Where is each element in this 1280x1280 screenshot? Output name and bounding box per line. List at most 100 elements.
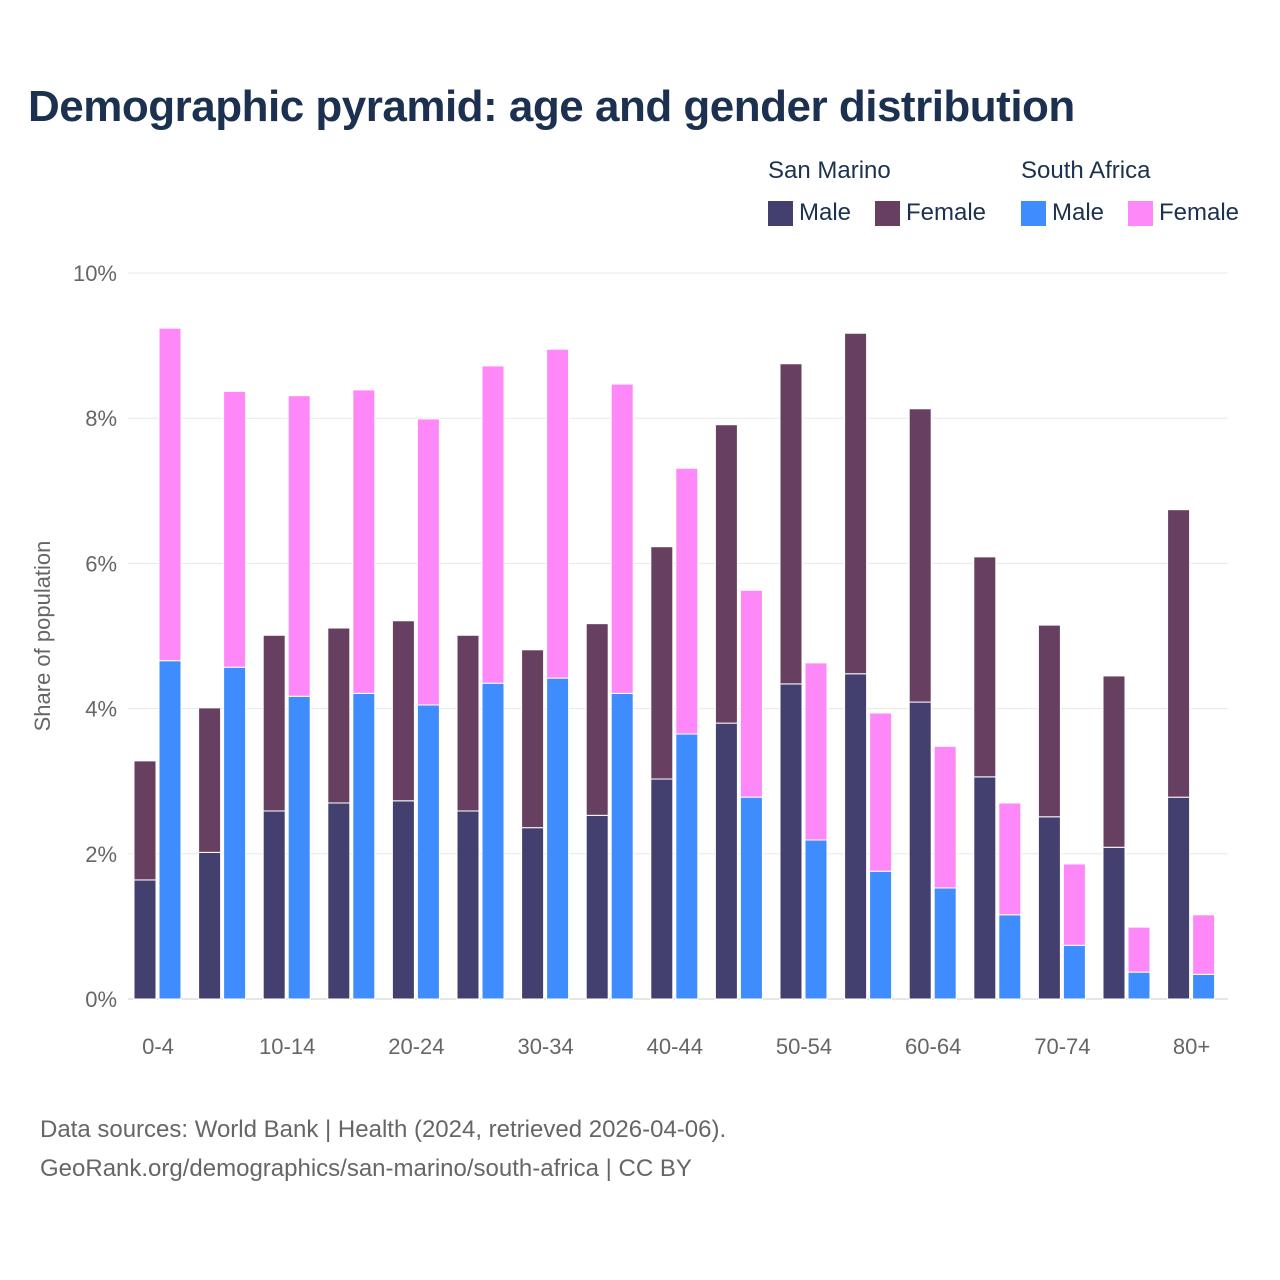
x-tick-label: 40-44 [647,1034,703,1059]
legend-swatch [1128,200,1153,226]
x-tick-label: 70-74 [1034,1034,1090,1059]
bar-south-africa-female-5-9 [223,390,247,668]
bar-south-africa-female-50-54 [804,662,828,841]
legend-item-san-marino-female[interactable]: Female [875,199,986,227]
bar-san-marino-female-20-24 [391,620,415,802]
legend-item-south-africa-male[interactable]: Male [1021,199,1104,227]
bar-south-africa-female-45-49 [739,589,763,798]
bar-san-marino-female-80+ [1167,509,1191,798]
legend-label: Male [799,199,852,226]
y-axis-label: Share of population [30,541,55,732]
bar-san-marino-female-60-64 [908,408,932,703]
bar-san-marino-female-25-29 [456,634,480,812]
bar-san-marino-female-55-59 [844,332,868,675]
legend-label: Male [1052,199,1105,226]
bar-south-africa-female-40-44 [675,467,699,735]
bar-south-africa-female-25-29 [481,365,505,684]
legend-label: Female [1159,199,1240,226]
x-tick-label: 60-64 [905,1034,961,1059]
bar-south-africa-female-55-59 [869,712,893,872]
bar-san-marino-female-40-44 [650,546,674,780]
legend-swatch [1021,200,1046,226]
bar-south-africa-male-65-69 [998,914,1022,1000]
legend-group-south-africa: South Africa [1021,157,1151,184]
source-line-2: GeoRank.org/demographics/san-marino/sout… [40,1155,692,1182]
legend-label: Female [906,199,987,226]
bar-south-africa-female-35-39 [610,383,634,694]
bar-san-marino-male-70-74 [1037,816,1061,1000]
bar-san-marino-male-65-69 [973,776,997,1000]
bar-south-africa-male-0-4 [158,660,182,1000]
bar-south-africa-female-65-69 [998,802,1022,916]
bar-south-africa-male-15-19 [352,692,376,1000]
legend-item-san-marino-male[interactable]: Male [768,199,851,227]
bar-san-marino-male-60-64 [908,701,932,1000]
bar-south-africa-male-70-74 [1062,944,1086,1000]
y-tick-label: 2% [85,842,117,867]
bar-south-africa-female-15-19 [352,389,376,694]
legend-group-san-marino: San Marino [768,157,891,184]
bar-south-africa-male-55-59 [869,870,893,1000]
bar-san-marino-female-5-9 [198,707,222,853]
bar-south-africa-male-35-39 [610,692,634,1000]
x-tick-label: 80+ [1173,1034,1210,1059]
y-tick-label: 8% [85,406,117,431]
bar-south-africa-male-10-14 [287,695,311,1000]
legend-swatch [768,200,793,226]
bar-san-marino-male-50-54 [779,683,803,1000]
bar-san-marino-male-0-4 [133,879,157,1000]
y-tick-label: 10% [73,261,117,286]
bar-san-marino-female-75-79 [1102,675,1126,848]
bar-san-marino-female-35-39 [585,623,609,816]
bar-south-africa-female-10-14 [287,395,311,697]
bar-san-marino-male-30-34 [521,827,545,1000]
x-tick-label: 50-54 [776,1034,832,1059]
bar-san-marino-male-40-44 [650,778,674,1000]
bar-south-africa-male-60-64 [933,887,957,1000]
bar-san-marino-female-50-54 [779,363,803,685]
bar-san-marino-female-10-14 [262,634,286,812]
bar-san-marino-male-20-24 [391,800,415,1000]
bar-south-africa-female-75-79 [1127,926,1151,973]
bar-san-marino-male-45-49 [714,722,738,1000]
bar-south-africa-female-30-34 [546,348,570,679]
bar-south-africa-female-60-64 [933,745,957,889]
bar-south-africa-male-30-34 [546,677,570,1000]
bar-san-marino-male-5-9 [198,851,222,1000]
bar-san-marino-female-0-4 [133,760,157,881]
bar-san-marino-male-80+ [1167,796,1191,1000]
bar-san-marino-female-65-69 [973,556,997,778]
bar-south-africa-female-70-74 [1062,863,1086,946]
bar-south-africa-male-40-44 [675,733,699,1000]
bar-san-marino-female-30-34 [521,649,545,829]
bar-san-marino-male-55-59 [844,673,868,1000]
bar-south-africa-male-75-79 [1127,971,1151,1000]
x-tick-label: 0-4 [142,1034,174,1059]
x-tick-label: 20-24 [388,1034,444,1059]
bar-san-marino-male-35-39 [585,814,609,1000]
bar-south-africa-female-0-4 [158,327,182,662]
bar-south-africa-male-80+ [1192,973,1216,1000]
bar-south-africa-male-50-54 [804,839,828,1000]
bar-south-africa-male-45-49 [739,796,763,1000]
bar-san-marino-female-45-49 [714,424,738,724]
y-tick-label: 4% [85,697,117,722]
y-tick-label: 0% [85,987,117,1012]
bar-san-marino-male-15-19 [327,802,351,1000]
bar-south-africa-male-25-29 [481,682,505,1000]
bar-south-africa-male-5-9 [223,666,247,1000]
bar-south-africa-female-80+ [1192,914,1216,975]
bar-san-marino-female-70-74 [1037,624,1061,818]
bar-san-marino-male-75-79 [1102,846,1126,1000]
bar-south-africa-male-20-24 [416,704,440,1000]
legend-item-south-africa-female[interactable]: Female [1128,199,1239,227]
bar-south-africa-female-20-24 [416,418,440,706]
chart-title: Demographic pyramid: age and gender dist… [28,82,1075,131]
legend-swatch [875,200,900,226]
bar-san-marino-male-10-14 [262,810,286,1000]
bar-san-marino-male-25-29 [456,810,480,1000]
source-line-1: Data sources: World Bank | Health (2024,… [40,1116,727,1143]
x-tick-label: 30-34 [517,1034,573,1059]
y-tick-label: 6% [85,551,117,576]
